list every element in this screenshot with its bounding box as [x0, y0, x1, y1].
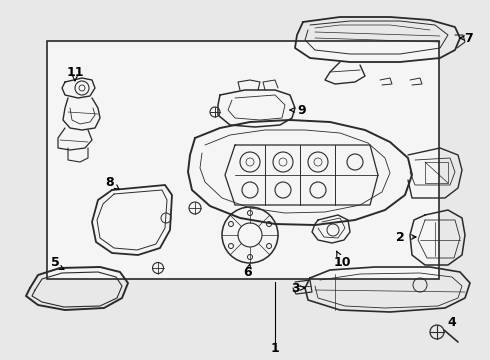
Text: 6: 6: [244, 266, 252, 279]
Text: 8: 8: [106, 176, 114, 189]
Text: 2: 2: [395, 230, 404, 243]
Bar: [47, 41, 439, 279]
Text: 7: 7: [464, 32, 472, 45]
Text: 4: 4: [448, 315, 456, 328]
Text: 10: 10: [333, 256, 351, 269]
Text: 5: 5: [50, 256, 59, 269]
Text: 3: 3: [291, 282, 299, 294]
Text: 11: 11: [66, 66, 84, 78]
Text: 9: 9: [298, 104, 306, 117]
Text: 1: 1: [270, 342, 279, 355]
